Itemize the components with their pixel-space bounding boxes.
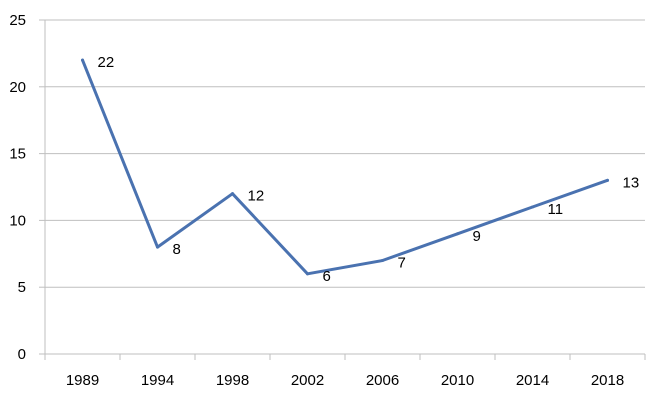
x-axis-tick-labels: 1989 1994 1998 2002 2006 2010 2014 2018	[66, 372, 624, 389]
data-label-2006: 7	[398, 254, 406, 271]
data-label-1989: 22	[98, 54, 115, 71]
x-tick-label-2002: 2002	[291, 372, 324, 389]
data-label-2014: 11	[548, 201, 564, 218]
gridlines	[45, 19, 645, 288]
x-tick-label-2006: 2006	[366, 372, 399, 389]
data-point-1994	[156, 245, 159, 249]
series-lines	[81, 58, 609, 276]
data-label-2002: 6	[323, 268, 331, 285]
x-tick-label-1998: 1998	[216, 372, 249, 389]
y-tick-label-5: 5	[18, 279, 26, 296]
data-label-1994: 8	[173, 241, 181, 258]
x-tick-label-2014: 2014	[516, 372, 549, 389]
x-tick-label-2010: 2010	[441, 372, 474, 389]
data-labels: 22 8 12 6 7 9 11 13	[98, 54, 640, 285]
data-point-1998	[231, 192, 234, 196]
data-point-2018	[606, 178, 609, 182]
series-line-0	[81, 58, 609, 276]
y-tick-label-0: 0	[18, 346, 26, 363]
x-tick-label-2018: 2018	[591, 372, 624, 389]
y-tick-label-15: 15	[9, 146, 26, 163]
data-label-2010: 9	[473, 228, 481, 245]
data-point-2006	[381, 258, 384, 262]
data-point-2002	[306, 272, 309, 276]
data-points	[81, 58, 609, 276]
y-tick-label-10: 10	[9, 212, 26, 229]
data-label-2018: 13	[623, 174, 640, 191]
data-point-2010	[456, 232, 459, 236]
data-label-1998: 12	[248, 188, 265, 205]
y-axis-tick-labels: 0 5 10 15 20 25	[9, 12, 26, 363]
axes	[39, 19, 646, 360]
x-tick-label-1994: 1994	[141, 372, 174, 389]
y-tick-label-20: 20	[9, 79, 26, 96]
y-tick-label-25: 25	[9, 12, 26, 29]
data-point-2014	[531, 205, 534, 209]
x-tick-label-1989: 1989	[66, 372, 99, 389]
data-point-1989	[81, 58, 84, 62]
